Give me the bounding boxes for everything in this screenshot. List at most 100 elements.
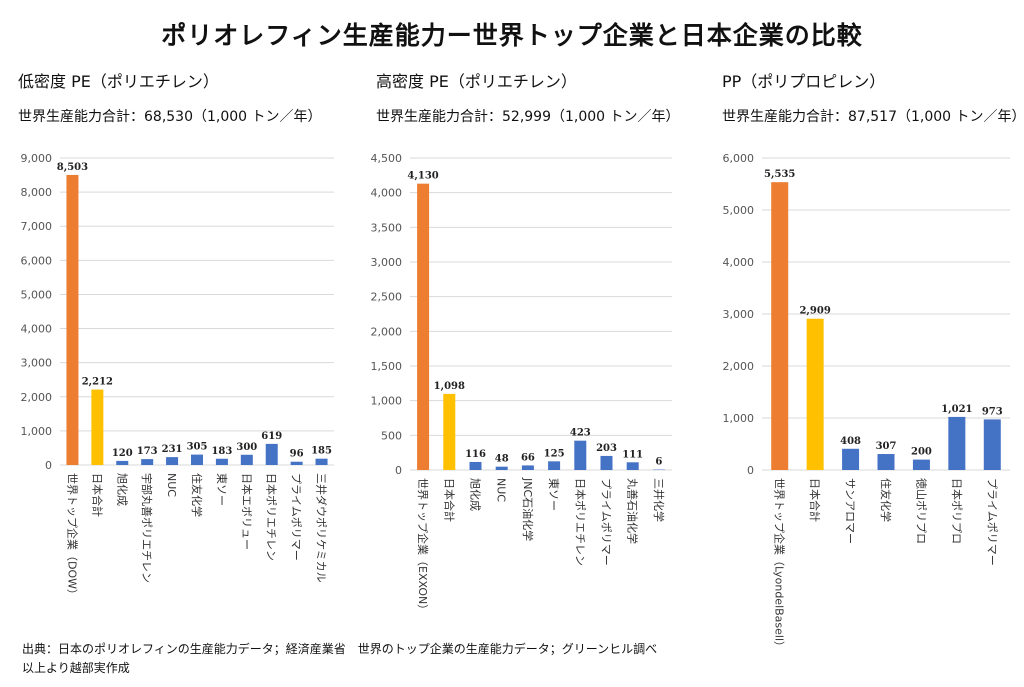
category-label: 日本合計 [808,478,822,522]
data-label: 5,535 [764,169,795,180]
data-label: 231 [162,444,183,455]
y-tick-label: 3,000 [21,357,53,370]
category-label: 日本ポリプロ [950,478,964,544]
y-tick-label: 5,000 [21,288,53,301]
data-label: 173 [137,446,158,457]
bar [315,458,328,465]
data-label: 305 [187,442,208,453]
chart-panel-hdpe: 高密度 PE（ポリエチレン） 世界生産能力合計：52,999（1,000 トン／… [371,0,680,640]
category-label: 日本ポリエチレン [265,473,279,561]
data-label: 619 [261,431,282,442]
y-tick-label: 4,500 [371,152,403,165]
data-label: 120 [112,448,133,459]
category-label: 住友化学 [879,478,893,522]
y-tick-label: 4,000 [371,187,403,200]
category-label: 宇部丸善ポリエチレン [140,473,154,583]
y-tick-label: 2,500 [371,291,403,304]
bar [521,465,534,470]
chart-title: 低密度 PE（ポリエチレン） [18,72,219,91]
chart-subtitle: 世界生産能力合計：87,517（1,000 トン／年） [722,109,1024,125]
category-label: 旭化成 [469,478,483,511]
category-label: 世界トップ企業（LyondelBasell） [773,478,787,652]
y-tick-label: 7,000 [21,220,53,233]
category-label: 住友化学 [190,473,204,517]
category-label: プライムポリマー [290,473,303,561]
y-tick-label: 2,000 [371,325,403,338]
bar [469,461,482,470]
data-label: 408 [840,436,861,447]
data-label: 4,130 [407,171,438,182]
category-label: 日本ポリエチレン [573,478,587,566]
chart-title: 高密度 PE（ポリエチレン） [376,72,577,91]
data-label: 2,909 [799,306,830,317]
bar [771,182,789,470]
category-label: プライムポリマー [985,478,998,566]
data-label: 125 [544,448,565,459]
bar [141,459,154,465]
bar-chart-ldpe: 0 1,000 2,000 3,000 4,000 5,000 6,000 7,000 8,00… [21,152,334,600]
gridlines [60,157,334,466]
category-label: 日本エボリュー [240,473,254,550]
category-label: 三井化学 [652,478,666,522]
bar [240,454,253,465]
data-label: 66 [521,452,535,463]
data-label: 973 [982,406,1003,417]
category-label: プライムポリマー [600,478,613,566]
data-label: 185 [311,446,332,457]
bar-chart-hdpe: 0 500 1,000 1,500 2,000 2,500 3,000 3,500 4,000 4… [371,152,672,615]
bar [215,458,228,465]
bar [806,318,824,470]
data-label: 300 [236,442,257,453]
data-label: 48 [495,454,509,465]
category-label: 世界トップ企業（DOW） [65,473,79,600]
y-tick-label: 1,500 [371,360,403,373]
bar [91,389,104,465]
bar [495,466,508,470]
bar [877,454,895,470]
bar [265,443,278,465]
bar [983,419,1001,470]
bar [912,459,930,470]
y-tick-label: 8,000 [21,186,53,199]
category-label: 世界トップ企業（EXXON） [416,478,430,615]
y-tick-label: 6,000 [723,152,755,165]
y-tick-label: 5,000 [723,204,755,217]
category-label: 東ソー [547,478,560,511]
data-label: 200 [911,447,932,458]
y-tick-label: 2,000 [21,391,53,404]
bar [626,462,639,470]
bar [290,461,303,465]
bar-chart-pp: 0 1,000 2,000 3,000 4,000 5,000 6,000 5,535 世界トッ… [723,152,1010,652]
source-line: 出典：日本のポリオレフィンの生産能力データ；経済産業省 世界のトップ企業の生産能… [22,642,658,656]
source-note: 出典：日本のポリオレフィンの生産能力データ；経済産業省 世界のトップ企業の生産能… [22,640,657,678]
category-label: NUC [495,478,508,502]
y-tick-label: 9,000 [21,152,53,165]
data-label: 111 [622,449,643,460]
data-label: 423 [570,428,591,439]
data-label: 116 [465,449,486,460]
y-tick-label: 1,000 [723,412,755,425]
category-label: 丸善石油化学 [626,478,640,544]
data-label: 96 [290,449,304,460]
category-label: JNC石油化学 [521,477,535,541]
bar [166,457,179,465]
bar [948,416,966,470]
y-tick-label: 4,000 [21,323,53,336]
category-label: サンアロマー [844,478,857,544]
bar [116,460,129,465]
category-label: 日本合計 [90,473,104,517]
category-label: NUC [165,473,178,497]
bar [191,454,203,465]
chart-title: PP（ポリプロピレン） [722,72,886,91]
category-label: 三井ダウポリケミカル [315,473,329,583]
data-label: 203 [596,443,617,454]
bar [66,174,79,465]
y-tick-label: 0 [747,464,754,477]
data-label: 307 [876,441,897,452]
page-title: ポリオレフィン生産能力ー世界トップ企業と日本企業の比較 [161,21,863,50]
chart-subtitle: 世界生産能力合計：68,530（1,000 トン／年） [18,109,322,125]
data-label: 1,098 [434,381,465,392]
bar [574,440,587,470]
bar [417,183,430,471]
y-tick-label: 6,000 [21,254,53,267]
